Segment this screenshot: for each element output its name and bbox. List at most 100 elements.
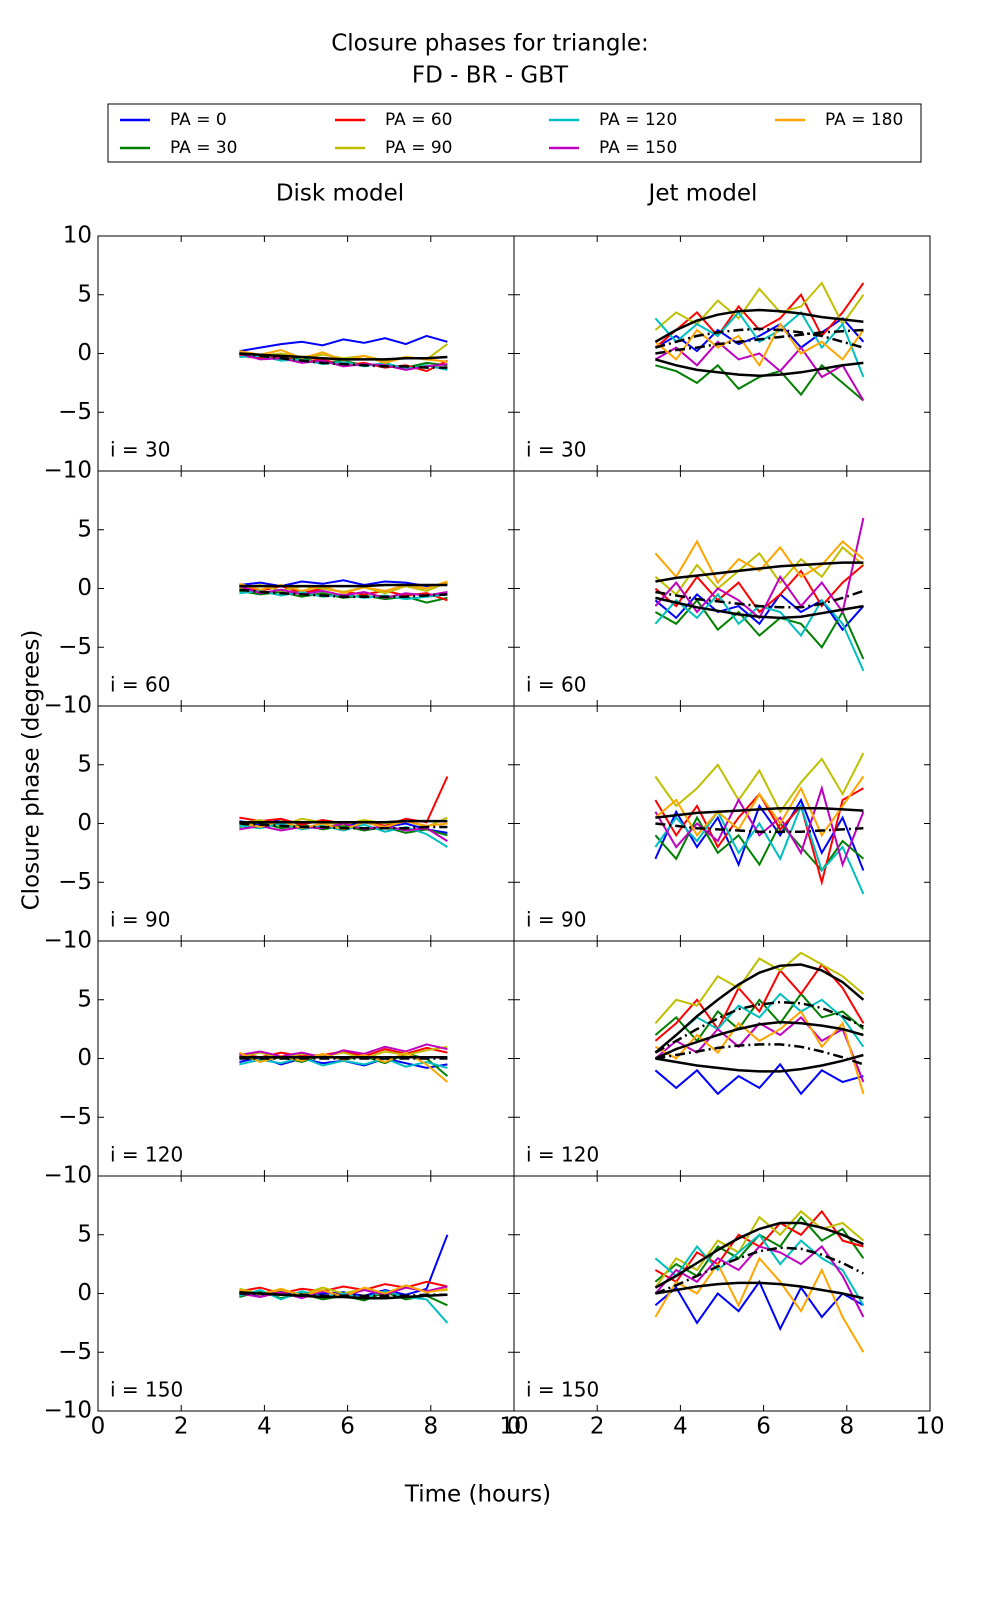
series-line: [654, 322, 865, 368]
model-line: [655, 327, 864, 349]
axes-frame: [97, 235, 515, 472]
panel: [239, 1234, 449, 1324]
model-line: [654, 1221, 864, 1289]
panel: [239, 776, 449, 848]
panel: [654, 1209, 865, 1353]
series-line: [239, 581, 448, 595]
x-tick-label: 10: [499, 1414, 528, 1440]
model-line: [655, 589, 864, 609]
model-line: [239, 1292, 448, 1298]
y-tick-label: −5: [58, 399, 92, 425]
legend-box: [107, 103, 922, 163]
series-line: [654, 1256, 865, 1353]
model-line: [655, 822, 864, 833]
series-line: [654, 1009, 865, 1095]
chart-title: FD - BR - GBT: [412, 63, 569, 89]
series-line: [654, 992, 865, 1043]
panel: [654, 951, 865, 1096]
series-line: [654, 281, 865, 331]
y-tick-label: −10: [43, 693, 92, 719]
y-tick-label: −10: [43, 1398, 92, 1424]
y-tick-label: 0: [77, 340, 92, 366]
x-tick-label: 10: [915, 1414, 944, 1440]
panel-label: i = 90: [526, 908, 586, 932]
panel: [238, 1043, 449, 1083]
y-tick-label: −10: [43, 1163, 92, 1189]
series-line: [654, 775, 865, 838]
legend-label: PA = 150: [599, 138, 677, 158]
model-line: [239, 352, 448, 361]
axes-frame: [513, 940, 931, 1177]
panel: [654, 752, 865, 895]
x-tick-label: 6: [756, 1414, 771, 1440]
y-tick-label: 5: [77, 281, 92, 307]
series-line: [654, 545, 865, 596]
x-tick-label: 4: [673, 1414, 688, 1440]
panel-label: i = 90: [110, 908, 170, 932]
legend-label: PA = 0: [170, 110, 227, 130]
y-tick-label: 0: [77, 1045, 92, 1071]
axes-frame: [513, 470, 931, 707]
x-tick-label: 0: [507, 1414, 522, 1440]
y-tick-label: −10: [43, 928, 92, 954]
model-line: [654, 1020, 864, 1060]
y-tick-label: −5: [58, 1339, 92, 1365]
series-line: [654, 784, 865, 868]
x-tick-label: 8: [839, 1414, 854, 1440]
panel-label: i = 150: [110, 1378, 183, 1402]
y-tick-label: −10: [43, 458, 92, 484]
model-line: [654, 963, 865, 1054]
series-line: [654, 962, 865, 1042]
model-line: [239, 819, 448, 824]
legend-label: PA = 30: [170, 138, 237, 158]
axes-frame: [513, 705, 931, 942]
panel-label: i = 150: [526, 1378, 599, 1402]
model-line: [239, 352, 448, 369]
x-tick-label: 2: [174, 1414, 189, 1440]
y-tick-label: 0: [77, 1280, 92, 1306]
series-line: [654, 802, 865, 895]
panel-label: i = 120: [110, 1143, 183, 1167]
panel: [239, 579, 448, 604]
series-line: [654, 1062, 864, 1096]
model-line: [655, 1043, 864, 1066]
series-line: [654, 752, 865, 814]
model-line: [655, 1053, 864, 1073]
model-line: [654, 1246, 864, 1295]
panel-label: i = 60: [110, 673, 170, 697]
legend-label: PA = 180: [825, 110, 903, 130]
model-line: [655, 328, 864, 355]
model-line: [655, 596, 864, 620]
panel: [654, 517, 865, 672]
model-line: [655, 806, 864, 819]
model-line: [654, 1000, 864, 1054]
x-tick-label: 0: [91, 1414, 106, 1440]
panel: [239, 334, 448, 373]
series-line: [239, 776, 449, 827]
model-line: [655, 561, 864, 583]
y-tick-label: 0: [77, 575, 92, 601]
y-tick-label: 5: [77, 751, 92, 777]
y-axis-label: Closure phase (degrees): [19, 630, 45, 911]
series-line: [239, 1043, 448, 1059]
x-tick-label: 2: [590, 1414, 605, 1440]
series-line: [239, 1056, 448, 1069]
legend-label: PA = 60: [385, 110, 452, 130]
y-tick-label: 5: [77, 516, 92, 542]
y-tick-label: −5: [58, 1104, 92, 1130]
chart-title: Closure phases for triangle:: [331, 31, 649, 57]
model-line: [239, 588, 448, 598]
legend-label: PA = 90: [385, 138, 452, 158]
series-line: [654, 797, 865, 871]
series-line: [654, 951, 865, 1024]
axes-frame: [97, 470, 515, 707]
y-tick-label: 5: [77, 986, 92, 1012]
y-tick-label: 0: [77, 810, 92, 836]
axes-frame: [513, 1175, 931, 1412]
series-line: [654, 340, 865, 402]
panel-label: i = 30: [110, 438, 170, 462]
series-line: [654, 310, 865, 378]
model-line: [655, 1281, 864, 1300]
y-tick-label: 10: [63, 223, 92, 249]
